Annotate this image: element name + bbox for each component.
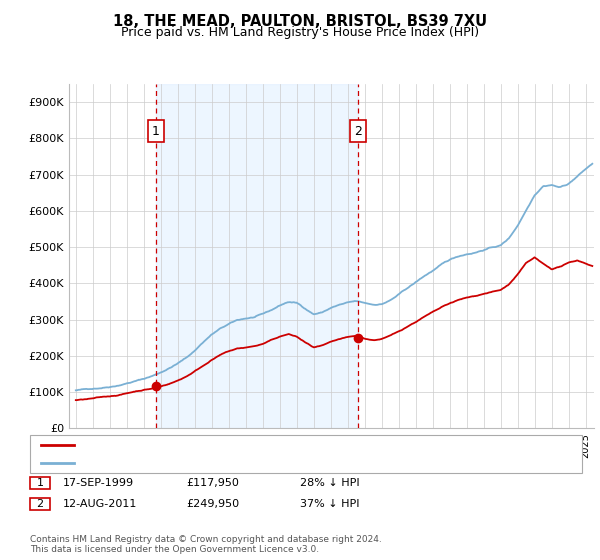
- Text: Price paid vs. HM Land Registry's House Price Index (HPI): Price paid vs. HM Land Registry's House …: [121, 26, 479, 39]
- Text: 1: 1: [37, 478, 43, 488]
- Text: 2: 2: [37, 499, 43, 509]
- Bar: [156, 84, 358, 428]
- Text: 12-AUG-2011: 12-AUG-2011: [63, 499, 137, 509]
- Text: Contains HM Land Registry data © Crown copyright and database right 2024.
This d: Contains HM Land Registry data © Crown c…: [30, 535, 382, 554]
- Text: £117,950: £117,950: [186, 478, 239, 488]
- Text: 18, THE MEAD, PAULTON, BRISTOL, BS39 7XU (detached house): 18, THE MEAD, PAULTON, BRISTOL, BS39 7XU…: [80, 440, 428, 450]
- Text: £249,950: £249,950: [186, 499, 239, 509]
- Text: 17-SEP-1999: 17-SEP-1999: [63, 478, 134, 488]
- Text: 37% ↓ HPI: 37% ↓ HPI: [300, 499, 359, 509]
- Text: 2: 2: [354, 125, 362, 138]
- Text: 1: 1: [152, 125, 160, 138]
- Text: 18, THE MEAD, PAULTON, BRISTOL, BS39 7XU: 18, THE MEAD, PAULTON, BRISTOL, BS39 7XU: [113, 14, 487, 29]
- Text: 28% ↓ HPI: 28% ↓ HPI: [300, 478, 359, 488]
- Text: HPI: Average price, detached house, Bath and North East Somerset: HPI: Average price, detached house, Bath…: [80, 458, 448, 468]
